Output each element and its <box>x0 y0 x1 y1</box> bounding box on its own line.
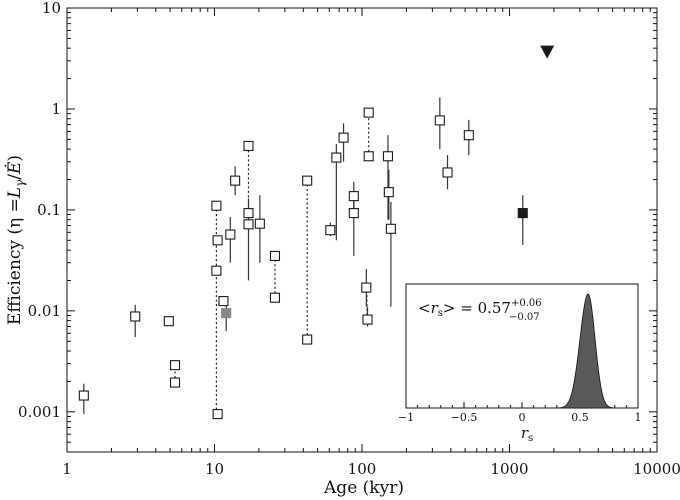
data-point <box>383 187 394 198</box>
y-axis-label-L: L <box>5 187 25 199</box>
data-point <box>382 151 394 162</box>
data-point <box>302 334 313 345</box>
data-point <box>169 360 181 371</box>
data-point <box>362 314 373 325</box>
x-tick-label: 1 <box>62 460 72 478</box>
y-tick-label: 1 <box>51 100 61 118</box>
y-tick-label: 0.1 <box>37 201 61 219</box>
y-tick-label: 10 <box>42 0 61 17</box>
inset-x-tick-label: 1 <box>635 411 642 424</box>
inset-histogram-area <box>547 293 624 409</box>
inset-annotation-value: = 0.57 <box>455 299 511 317</box>
data-point <box>243 140 254 152</box>
data-point <box>517 208 528 219</box>
data-point <box>434 115 445 126</box>
x-tick-label: 1000 <box>490 460 528 478</box>
inset-x-tick-label: −0.5 <box>451 411 478 424</box>
data-point <box>338 132 349 143</box>
x-tick-label: 10 <box>205 460 224 478</box>
y-axis-label-slash: / <box>5 174 25 180</box>
y-tick-label: 0.001 <box>18 403 61 421</box>
upper-limit-marker <box>540 45 555 59</box>
y-axis-label: Efficiency (η =Lγ/Ė) <box>4 155 27 325</box>
inset-x-label-r: r <box>521 424 529 442</box>
x-tick-label: 100 <box>348 460 377 478</box>
data-point <box>254 218 265 229</box>
inset-annotation-r: r <box>431 299 439 317</box>
data-point <box>163 316 174 327</box>
inset-annotation-minus: −0.07 <box>509 312 540 323</box>
inset-annotation-plus: +0.06 <box>511 298 542 309</box>
inset-annotation-gt: > <box>443 299 456 317</box>
x-axis-label: Age (kyr) <box>323 478 404 498</box>
data-point <box>325 225 336 236</box>
data-point <box>78 390 89 401</box>
data-point <box>211 200 222 211</box>
inset-annotation-sub: s <box>438 308 443 319</box>
data-point <box>269 292 281 303</box>
data-point <box>385 223 396 234</box>
data-point <box>331 152 342 163</box>
data-point <box>243 219 254 230</box>
data-point <box>361 282 372 293</box>
data-point <box>363 107 374 118</box>
data-point <box>212 235 223 246</box>
inset-x-axis-label: rs <box>521 424 533 444</box>
data-point <box>211 265 222 276</box>
data-point <box>269 250 281 261</box>
data-point <box>442 167 453 178</box>
inset-annotation: <rs> = 0.57+0.06 −0.07 <box>418 298 542 323</box>
data-point <box>218 296 229 307</box>
inset-x-tick-label: 0.5 <box>571 411 589 424</box>
inset-x-tick-label: 0 <box>519 411 526 424</box>
data-point <box>348 191 359 202</box>
data-point <box>212 409 223 420</box>
data-point <box>348 208 359 219</box>
data-point <box>130 311 141 322</box>
y-axis-label-main: Efficiency (η = <box>5 198 25 325</box>
inset-histogram: −1 −0.5 0 0.5 1 <box>398 283 642 424</box>
x-tick-label: 10000 <box>633 460 680 478</box>
y-axis-label-gamma: γ <box>13 179 27 187</box>
data-point <box>243 208 254 219</box>
data-point <box>463 130 474 141</box>
data-point <box>363 151 374 162</box>
inset-x-label-sub: s <box>528 433 533 444</box>
data-point <box>221 308 232 319</box>
y-axis-label-close: ) <box>5 155 25 162</box>
data-point <box>225 229 236 240</box>
y-axis-label-edot: Ė <box>4 161 25 175</box>
inset-annotation-lt: < <box>418 299 431 317</box>
data-point <box>169 377 181 388</box>
data-point <box>230 175 241 186</box>
data-point <box>302 175 313 186</box>
y-tick-label: 0.01 <box>28 302 61 320</box>
inset-x-tick-label: −1 <box>398 411 414 424</box>
